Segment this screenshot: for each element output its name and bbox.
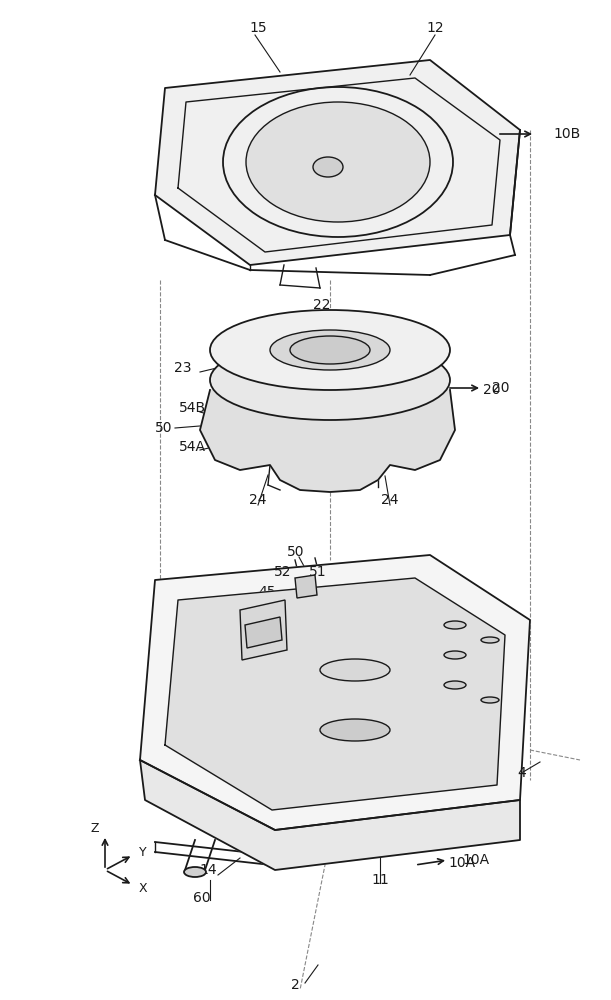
Text: 52: 52 — [274, 565, 291, 579]
Text: 50: 50 — [287, 545, 305, 559]
Ellipse shape — [184, 867, 206, 877]
Text: 24: 24 — [381, 493, 399, 507]
Polygon shape — [200, 390, 455, 492]
Polygon shape — [140, 555, 530, 830]
Ellipse shape — [320, 719, 390, 741]
Polygon shape — [295, 575, 317, 598]
Polygon shape — [155, 60, 520, 265]
Polygon shape — [140, 760, 520, 870]
Ellipse shape — [290, 336, 370, 364]
Ellipse shape — [210, 310, 450, 390]
Ellipse shape — [210, 340, 450, 420]
Text: 54A: 54A — [178, 440, 205, 454]
Ellipse shape — [444, 651, 466, 659]
Text: 30A: 30A — [200, 601, 227, 615]
Text: 54B: 54B — [178, 401, 205, 415]
Text: 51: 51 — [309, 565, 327, 579]
Text: 14: 14 — [199, 863, 217, 877]
Ellipse shape — [481, 637, 499, 643]
Polygon shape — [165, 578, 505, 810]
Text: 10A: 10A — [462, 853, 489, 867]
Ellipse shape — [313, 157, 343, 177]
Ellipse shape — [270, 330, 390, 370]
Text: 4: 4 — [518, 766, 526, 780]
Ellipse shape — [444, 621, 466, 629]
Ellipse shape — [246, 102, 430, 222]
Text: 22: 22 — [313, 298, 331, 312]
Text: 60: 60 — [193, 891, 211, 905]
Polygon shape — [245, 617, 282, 648]
Text: 65: 65 — [423, 601, 441, 615]
Text: 2: 2 — [291, 978, 299, 992]
Ellipse shape — [481, 697, 499, 703]
Text: 40: 40 — [284, 603, 301, 617]
Text: 20: 20 — [483, 383, 501, 397]
Ellipse shape — [444, 681, 466, 689]
Polygon shape — [240, 600, 287, 660]
Text: 50: 50 — [155, 421, 173, 435]
Text: 15: 15 — [249, 21, 267, 35]
Text: X: X — [139, 882, 147, 894]
Text: 10B: 10B — [553, 127, 580, 141]
Text: 12: 12 — [426, 21, 444, 35]
Text: 11: 11 — [371, 873, 389, 887]
Ellipse shape — [320, 659, 390, 681]
Text: 23: 23 — [174, 361, 192, 375]
Text: 20: 20 — [492, 381, 510, 395]
Text: 10A: 10A — [448, 856, 475, 870]
Text: 45: 45 — [258, 585, 276, 599]
Text: Z: Z — [91, 822, 99, 834]
Text: Y: Y — [139, 846, 147, 858]
Text: 24: 24 — [249, 493, 267, 507]
Text: 30B: 30B — [197, 623, 224, 637]
